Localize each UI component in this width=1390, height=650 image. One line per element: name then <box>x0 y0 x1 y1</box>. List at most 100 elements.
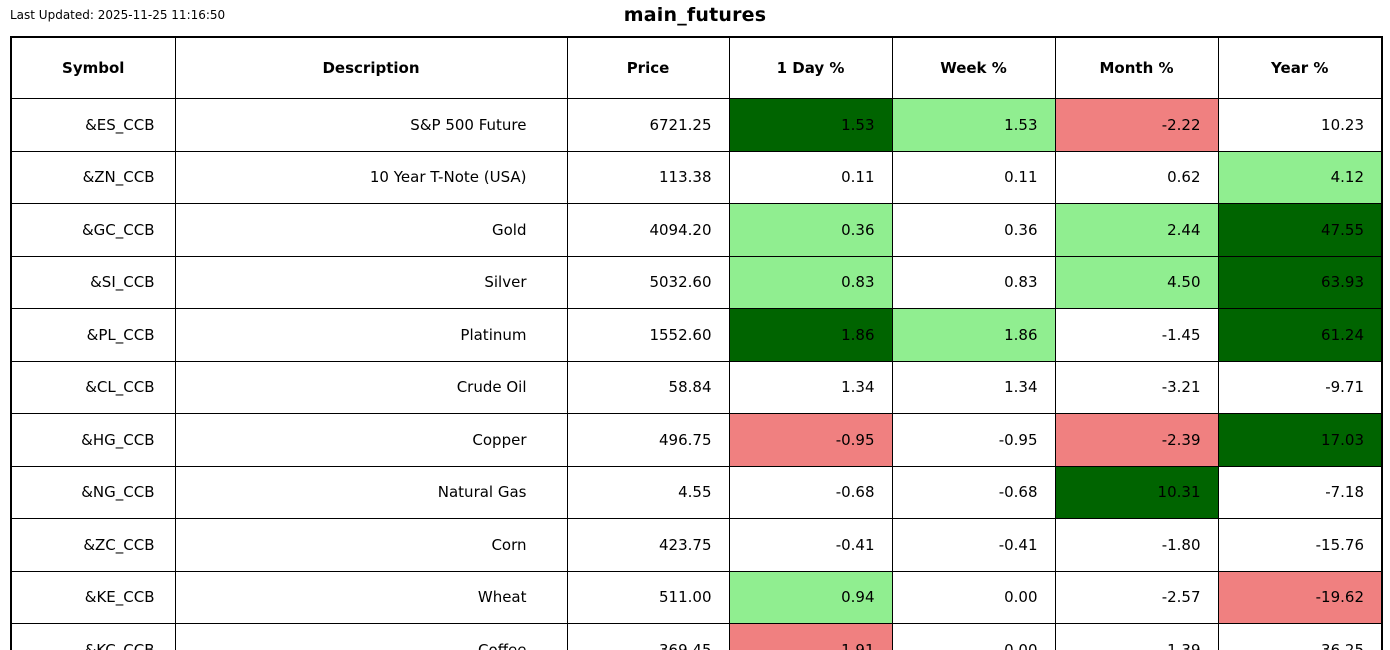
description-cell: Wheat <box>174 570 568 624</box>
year-pct-cell: -9.71 <box>1217 360 1383 414</box>
description-cell: Platinum <box>174 308 568 362</box>
last-updated-timestamp: Last Updated: 2025-11-25 11:16:50 <box>10 8 226 22</box>
price-cell: 423.75 <box>566 518 730 572</box>
column-header-symbol: Symbol <box>10 36 176 99</box>
description-cell: 10 Year T-Note (USA) <box>174 150 568 204</box>
price-cell: 511.00 <box>566 570 730 624</box>
symbol-cell: &KE_CCB <box>10 570 176 624</box>
day-pct-cell: -1.91 <box>728 623 893 650</box>
symbol-cell: &PL_CCB <box>10 308 176 362</box>
month-pct-cell: 4.50 <box>1054 255 1219 309</box>
price-cell: 4.55 <box>566 465 730 519</box>
price-cell: 1552.60 <box>566 308 730 362</box>
week-pct-cell: -0.41 <box>891 518 1056 572</box>
column-header-week-pct: Week % <box>891 36 1056 99</box>
description-cell: Silver <box>174 255 568 309</box>
table-row: &ZC_CCB Corn 423.75 -0.41 -0.41 -1.80 -1… <box>10 518 1383 572</box>
week-pct-cell: 1.34 <box>891 360 1056 414</box>
week-pct-cell: 0.11 <box>891 150 1056 204</box>
year-pct-cell: 61.24 <box>1217 308 1383 362</box>
symbol-cell: &NG_CCB <box>10 465 176 519</box>
week-pct-cell: 1.86 <box>891 308 1056 362</box>
day-pct-cell: -0.41 <box>728 518 893 572</box>
symbol-cell: &SI_CCB <box>10 255 176 309</box>
week-pct-cell: 0.36 <box>891 203 1056 257</box>
table-row: &KC_CCB Coffee 369.45 -1.91 0.00 1.39 36… <box>10 623 1383 650</box>
month-pct-cell: -2.22 <box>1054 98 1219 152</box>
symbol-cell: &HG_CCB <box>10 413 176 467</box>
table-header: Symbol Description Price 1 Day % Week % … <box>10 36 1383 99</box>
symbol-cell: &ES_CCB <box>10 98 176 152</box>
symbol-cell: &KC_CCB <box>10 623 176 650</box>
price-cell: 369.45 <box>566 623 730 650</box>
price-cell: 496.75 <box>566 413 730 467</box>
month-pct-cell: -1.80 <box>1054 518 1219 572</box>
year-pct-cell: -15.76 <box>1217 518 1383 572</box>
day-pct-cell: 1.86 <box>728 308 893 362</box>
table-row: &PL_CCB Platinum 1552.60 1.86 1.86 -1.45… <box>10 308 1383 362</box>
table-row: &CL_CCB Crude Oil 58.84 1.34 1.34 -3.21 … <box>10 360 1383 414</box>
month-pct-cell: 1.39 <box>1054 623 1219 650</box>
day-pct-cell: 0.11 <box>728 150 893 204</box>
symbol-cell: &ZC_CCB <box>10 518 176 572</box>
year-pct-cell: 17.03 <box>1217 413 1383 467</box>
year-pct-cell: 4.12 <box>1217 150 1383 204</box>
year-pct-cell: 63.93 <box>1217 255 1383 309</box>
day-pct-cell: -0.68 <box>728 465 893 519</box>
price-cell: 4094.20 <box>566 203 730 257</box>
week-pct-cell: 0.00 <box>891 623 1056 650</box>
week-pct-cell: 0.83 <box>891 255 1056 309</box>
year-pct-cell: -7.18 <box>1217 465 1383 519</box>
month-pct-cell: 0.62 <box>1054 150 1219 204</box>
week-pct-cell: 0.00 <box>891 570 1056 624</box>
description-cell: Natural Gas <box>174 465 568 519</box>
week-pct-cell: -0.68 <box>891 465 1056 519</box>
page-title: main_futures <box>623 4 767 26</box>
description-cell: Gold <box>174 203 568 257</box>
table-row: &ZN_CCB 10 Year T-Note (USA) 113.38 0.11… <box>10 150 1383 204</box>
table-row: &NG_CCB Natural Gas 4.55 -0.68 -0.68 10.… <box>10 465 1383 519</box>
column-header-price: Price <box>566 36 730 99</box>
month-pct-cell: -2.57 <box>1054 570 1219 624</box>
year-pct-cell: 36.25 <box>1217 623 1383 650</box>
month-pct-cell: -1.45 <box>1054 308 1219 362</box>
description-cell: Copper <box>174 413 568 467</box>
column-header-year-pct: Year % <box>1217 36 1383 99</box>
day-pct-cell: 0.94 <box>728 570 893 624</box>
day-pct-cell: -0.95 <box>728 413 893 467</box>
table-row: &SI_CCB Silver 5032.60 0.83 0.83 4.50 63… <box>10 255 1383 309</box>
year-pct-cell: 10.23 <box>1217 98 1383 152</box>
day-pct-cell: 1.53 <box>728 98 893 152</box>
year-pct-cell: 47.55 <box>1217 203 1383 257</box>
day-pct-cell: 0.36 <box>728 203 893 257</box>
month-pct-cell: 10.31 <box>1054 465 1219 519</box>
table-row: &ES_CCB S&P 500 Future 6721.25 1.53 1.53… <box>10 98 1383 152</box>
column-header-day-pct: 1 Day % <box>728 36 893 99</box>
description-cell: Corn <box>174 518 568 572</box>
price-cell: 6721.25 <box>566 98 730 152</box>
day-pct-cell: 0.83 <box>728 255 893 309</box>
price-cell: 113.38 <box>566 150 730 204</box>
price-cell: 5032.60 <box>566 255 730 309</box>
table-body: &ES_CCB S&P 500 Future 6721.25 1.53 1.53… <box>10 98 1383 650</box>
week-pct-cell: -0.95 <box>891 413 1056 467</box>
month-pct-cell: -3.21 <box>1054 360 1219 414</box>
month-pct-cell: 2.44 <box>1054 203 1219 257</box>
symbol-cell: &ZN_CCB <box>10 150 176 204</box>
table-row: &HG_CCB Copper 496.75 -0.95 -0.95 -2.39 … <box>10 413 1383 467</box>
description-cell: Coffee <box>174 623 568 650</box>
week-pct-cell: 1.53 <box>891 98 1056 152</box>
year-pct-cell: -19.62 <box>1217 570 1383 624</box>
price-cell: 58.84 <box>566 360 730 414</box>
futures-table: Symbol Description Price 1 Day % Week % … <box>10 36 1383 650</box>
column-header-month-pct: Month % <box>1054 36 1219 99</box>
symbol-cell: &CL_CCB <box>10 360 176 414</box>
symbol-cell: &GC_CCB <box>10 203 176 257</box>
description-cell: Crude Oil <box>174 360 568 414</box>
day-pct-cell: 1.34 <box>728 360 893 414</box>
table-row: &KE_CCB Wheat 511.00 0.94 0.00 -2.57 -19… <box>10 570 1383 624</box>
month-pct-cell: -2.39 <box>1054 413 1219 467</box>
table-row: &GC_CCB Gold 4094.20 0.36 0.36 2.44 47.5… <box>10 203 1383 257</box>
description-cell: S&P 500 Future <box>174 98 568 152</box>
column-header-description: Description <box>174 36 568 99</box>
